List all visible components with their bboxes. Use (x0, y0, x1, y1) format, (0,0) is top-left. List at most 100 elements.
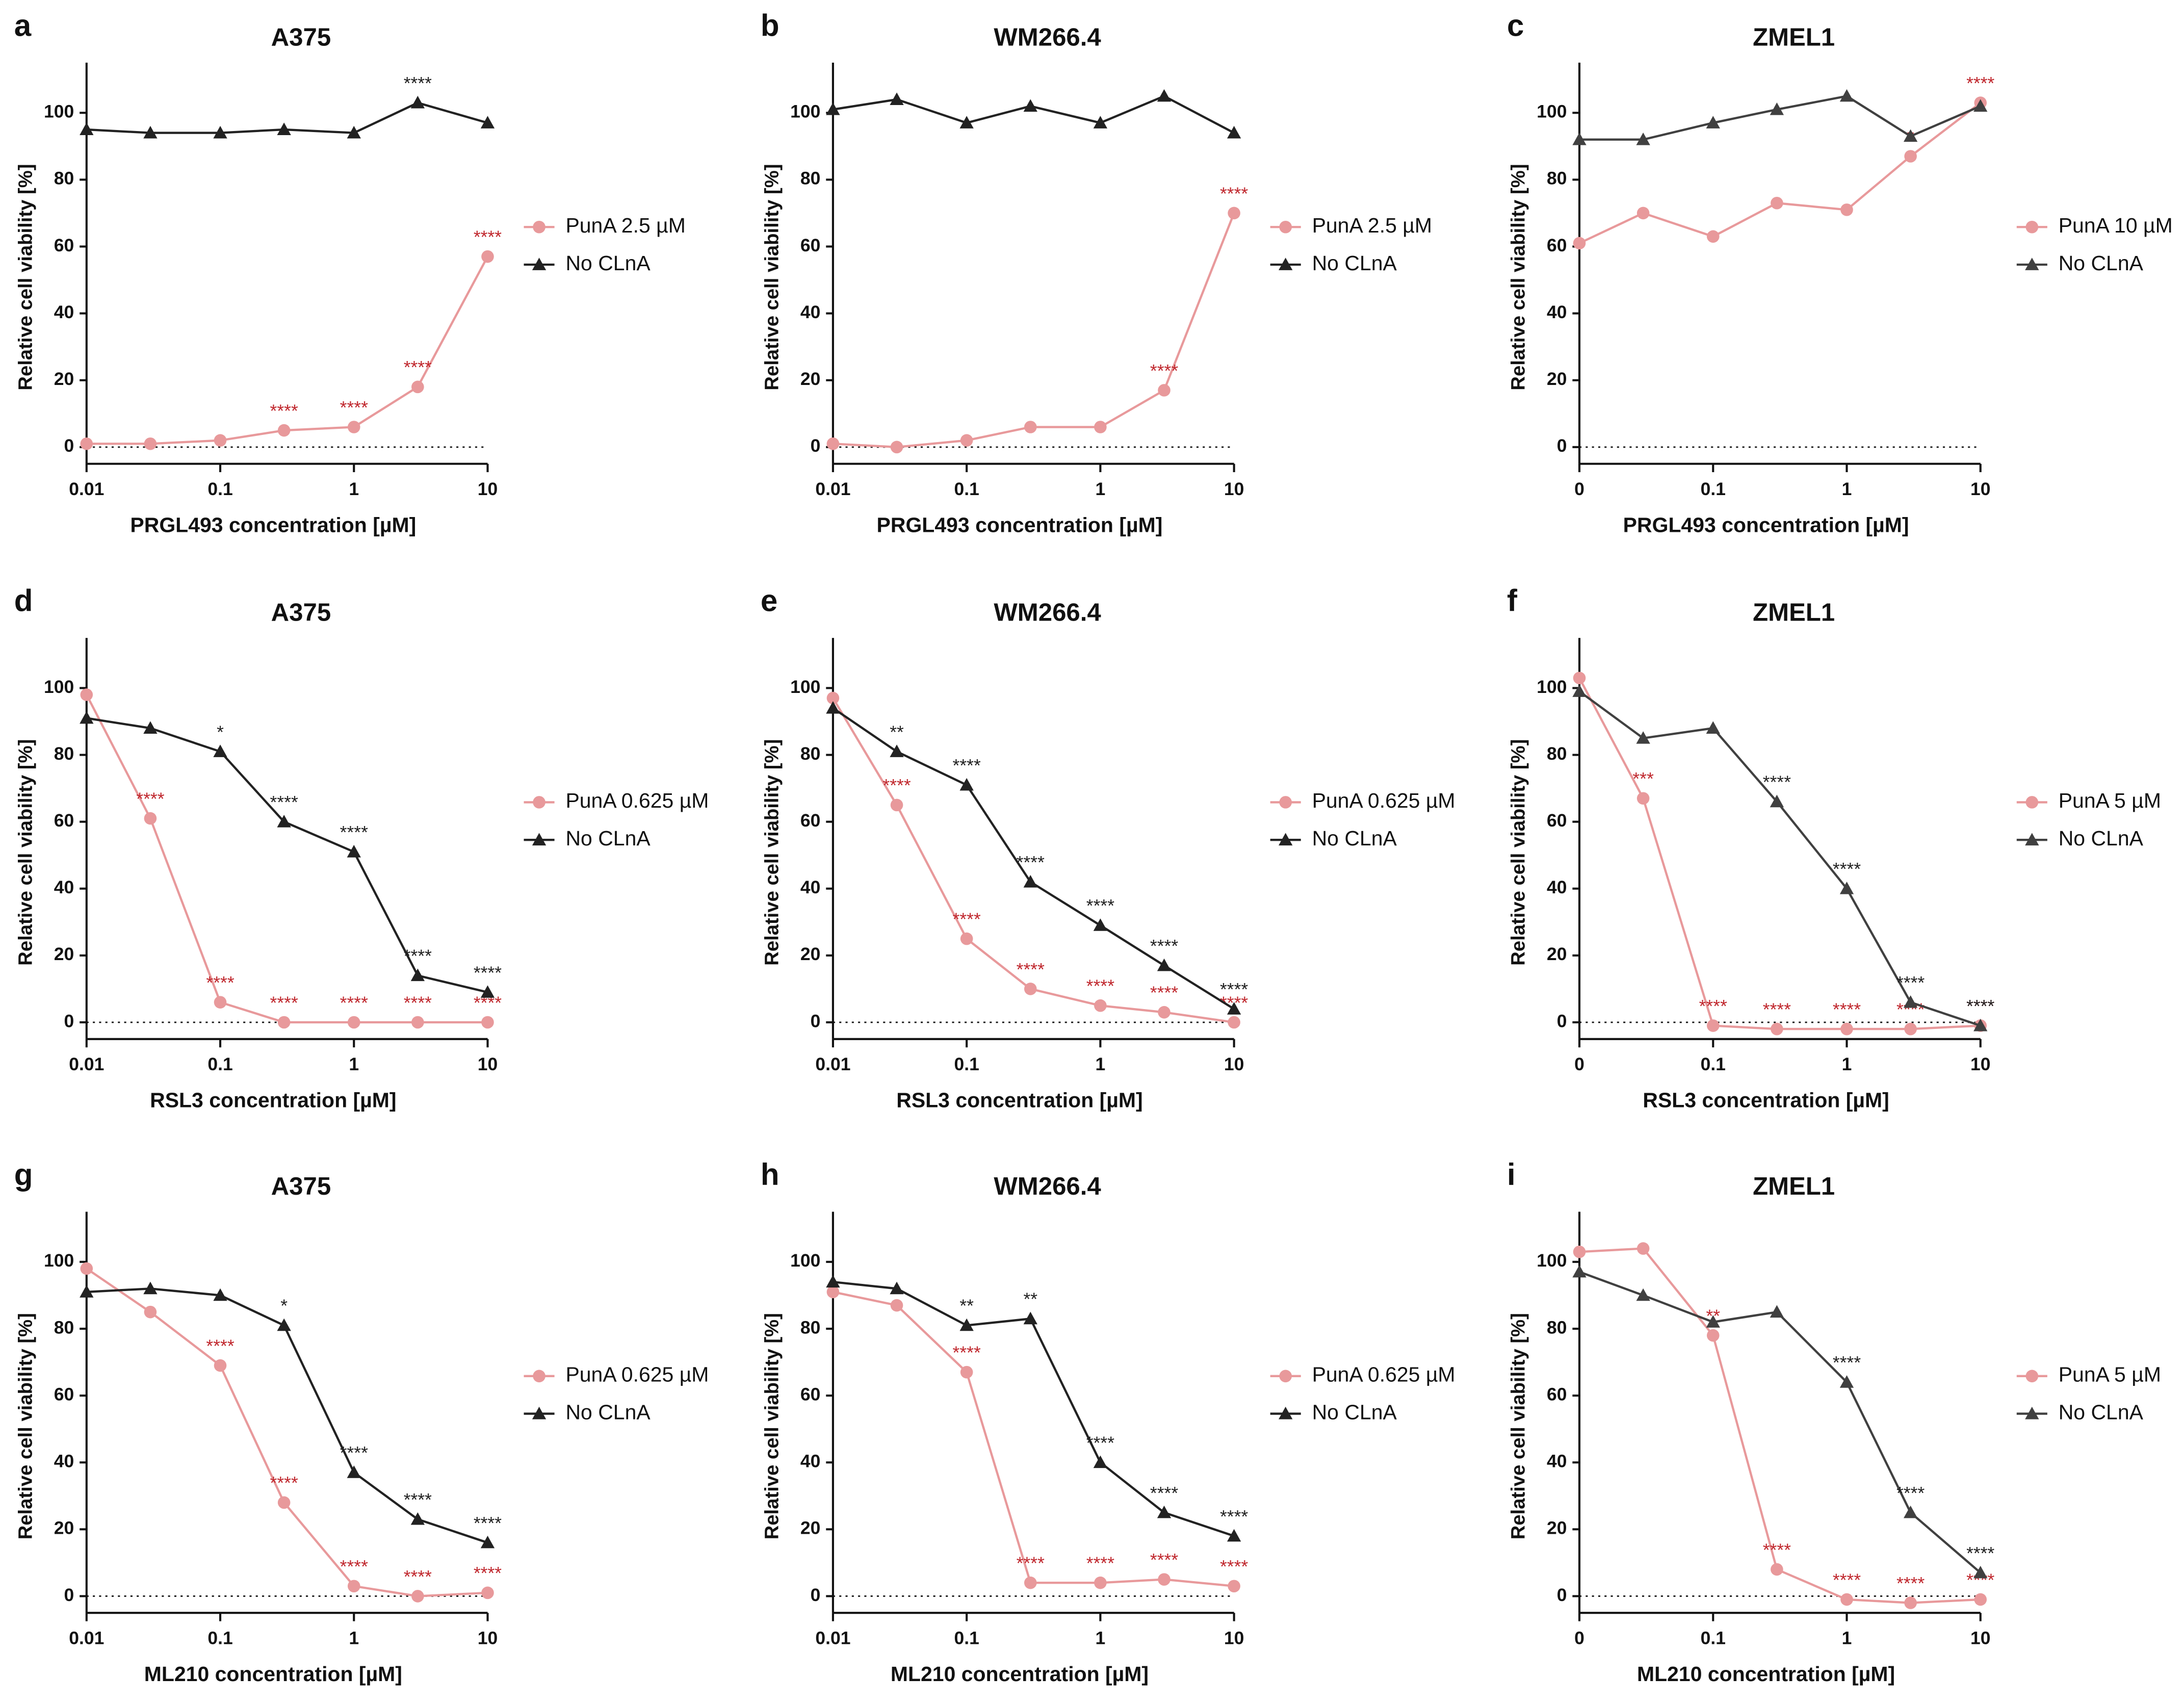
point (144, 437, 157, 450)
point (1227, 1529, 1241, 1542)
y-tick-label: 0 (811, 1011, 821, 1031)
x-tick-label: 0.1 (207, 479, 232, 499)
x-tick-label: 1 (1096, 1628, 1106, 1648)
significance: **** (1896, 1573, 1925, 1593)
significance: **** (1966, 1543, 1994, 1563)
y-axis-label: Relative cell viability [%] (1507, 739, 1529, 966)
x-tick-label: 0.1 (954, 479, 979, 499)
legend-marker (532, 1406, 547, 1420)
legend-marker (1279, 257, 1293, 270)
panel-letter: h (761, 1157, 779, 1192)
point (1770, 1305, 1784, 1318)
point (1636, 133, 1650, 145)
series-line (86, 1268, 488, 1597)
point (277, 1318, 291, 1331)
x-tick-label: 0.01 (815, 1628, 850, 1648)
point (80, 711, 94, 724)
significance: *** (1632, 769, 1654, 789)
x-tick-label: 10 (478, 479, 498, 499)
significance: **** (404, 1566, 432, 1587)
panel-letter: c (1507, 9, 1524, 43)
y-tick-label: 40 (1547, 1451, 1567, 1472)
y-axis-label: Relative cell viability [%] (14, 164, 36, 391)
point (1771, 1563, 1783, 1576)
y-tick-label: 0 (811, 435, 821, 456)
significance: **** (1017, 1553, 1045, 1574)
point (1227, 1002, 1241, 1015)
significance: **** (474, 963, 502, 983)
legend-label: PunA 0.625 µM (1312, 789, 1455, 812)
point (1974, 1593, 1987, 1606)
chart-title: ZMEL1 (1753, 599, 1835, 627)
x-tick-label: 0.1 (954, 1628, 979, 1648)
chart-title: A375 (271, 1172, 331, 1200)
significance: **** (1833, 1570, 1861, 1590)
significance: **** (1966, 996, 1994, 1016)
chart-title: A375 (271, 23, 331, 51)
significance: **** (1833, 999, 1861, 1020)
point (143, 1281, 158, 1295)
panel-letter: f (1507, 584, 1518, 618)
point (1771, 196, 1783, 210)
y-tick-label: 40 (800, 1451, 821, 1472)
x-axis-label: PRGL493 concentration [µM] (877, 513, 1163, 536)
y-axis-label: Relative cell viability [%] (14, 1313, 36, 1539)
legend-label: PunA 0.625 µM (565, 789, 709, 812)
y-tick-label: 0 (1557, 435, 1567, 456)
point (959, 116, 974, 128)
legend-marker (532, 257, 547, 270)
point (1770, 102, 1784, 115)
point (826, 701, 840, 714)
point (1636, 1242, 1650, 1255)
y-tick-label: 80 (54, 743, 74, 764)
significance: **** (1086, 1433, 1114, 1453)
x-axis-label: PRGL493 concentration [µM] (1623, 513, 1909, 536)
y-tick-label: 40 (1547, 302, 1567, 322)
x-tick-label: 0.01 (69, 1628, 104, 1648)
significance: **** (953, 755, 981, 776)
x-tick-label: 0.1 (1701, 1628, 1726, 1648)
legend-label: PunA 5 µM (2059, 789, 2161, 812)
point (959, 778, 974, 791)
y-tick-label: 60 (54, 235, 74, 255)
y-tick-label: 0 (811, 1585, 821, 1605)
x-tick-label: 10 (1224, 1628, 1244, 1648)
point (1572, 684, 1587, 697)
significance: **** (340, 993, 368, 1013)
y-axis-label: Relative cell viability [%] (14, 739, 36, 966)
chart-title: ZMEL1 (1753, 23, 1835, 51)
point (1636, 207, 1650, 220)
point (959, 1318, 974, 1331)
legend-label: No CLnA (2059, 1400, 2144, 1424)
y-tick-label: 40 (54, 877, 74, 897)
significance: **** (1150, 1550, 1178, 1570)
legend-label: No CLnA (2059, 251, 2144, 275)
point (1904, 1022, 1917, 1036)
legend-label: No CLnA (565, 1400, 651, 1424)
panel-letter: b (761, 9, 779, 43)
point (144, 812, 157, 825)
panel: e WM266.4 0 20 40 60 80 100 0.01 0.1 1 10 RSL3 conce… (761, 584, 1455, 1112)
y-tick-label: 100 (1537, 677, 1567, 697)
significance: **** (1220, 979, 1248, 1000)
x-tick-label: 1 (349, 479, 359, 499)
legend-label: PunA 0.625 µM (1312, 1363, 1455, 1386)
significance: **** (404, 73, 432, 93)
point (411, 1016, 424, 1029)
legend-label: No CLnA (2059, 827, 2144, 850)
x-tick-label: 0.1 (954, 1054, 979, 1074)
x-tick-label: 0.01 (815, 479, 850, 499)
x-tick-label: 1 (1842, 479, 1852, 499)
legend-label: PunA 5 µM (2059, 1363, 2161, 1386)
y-tick-label: 60 (54, 1384, 74, 1404)
point (826, 437, 840, 450)
significance: **** (1763, 1540, 1791, 1560)
point (1839, 882, 1854, 894)
point (1094, 1576, 1107, 1589)
x-tick-label: 10 (1224, 479, 1244, 499)
y-tick-label: 80 (800, 743, 821, 764)
x-tick-label: 0.01 (815, 1054, 850, 1074)
y-tick-label: 60 (800, 1384, 821, 1404)
y-tick-label: 20 (800, 944, 821, 964)
x-tick-label: 10 (1224, 1054, 1244, 1074)
